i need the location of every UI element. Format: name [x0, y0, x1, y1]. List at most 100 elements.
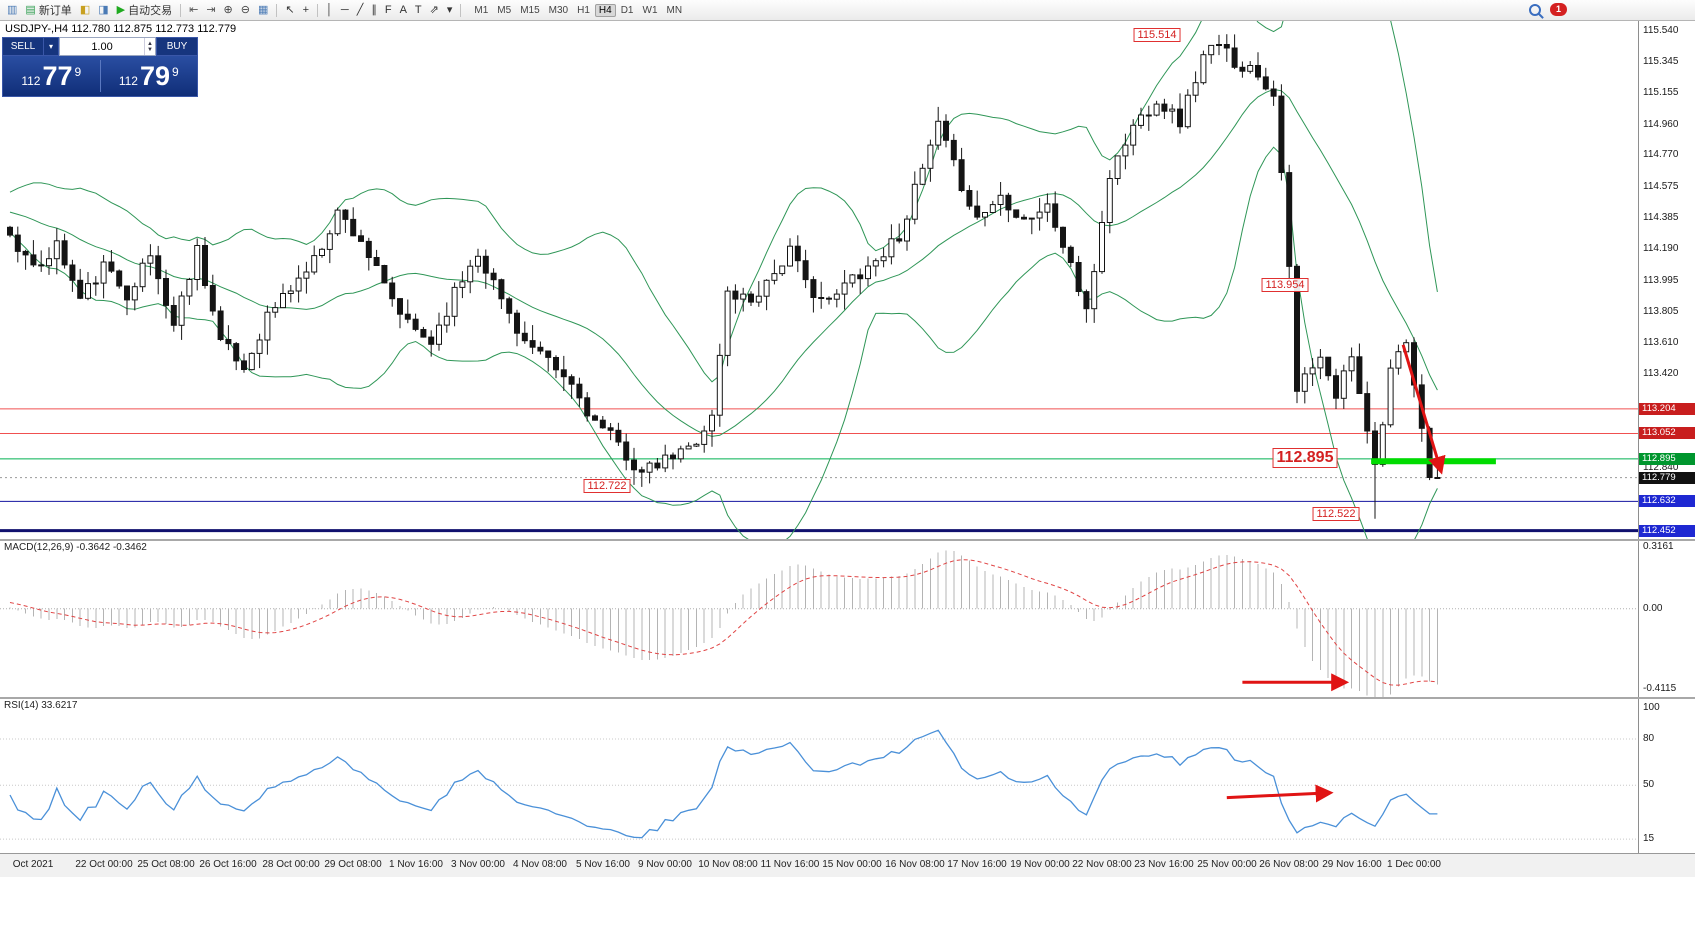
lot-size-field: ▲ ▼ [59, 37, 156, 56]
price-tick: 112.840 [1643, 462, 1679, 473]
trade-panel-top-row: SELL ▾ ▲ ▼ BUY [2, 37, 198, 56]
text-icon[interactable]: A [397, 4, 410, 17]
timeframe-h4[interactable]: H4 [594, 3, 616, 17]
macd-axis: 0.3161 0.00 -0.4115 [1638, 541, 1695, 697]
price-tag-113.052[interactable]: 113.052 [1639, 427, 1695, 439]
new-order-icon: ▤ [25, 3, 36, 16]
time-label: 5 Nov 16:00 [576, 859, 630, 870]
bar-shift-right-icon: ⇥ [206, 3, 216, 16]
time-label: Oct 2021 [12, 859, 54, 870]
new-chart-icon[interactable]: ▥ [4, 4, 20, 17]
sell-button[interactable]: SELL [2, 37, 44, 56]
macd-canvas [0, 550, 1638, 697]
time-axis[interactable]: Oct 2021 22 Oct 00:00 25 Oct 08:00 26 Oct 1… [0, 853, 1695, 878]
price-tag-113.204[interactable]: 113.204 [1639, 403, 1695, 415]
bollinger-lower-band [9, 146, 1438, 539]
autotrade-button[interactable]: ▶ 自动交易 [114, 1, 175, 19]
search-icon[interactable] [1529, 3, 1541, 16]
chart-profiles-icon[interactable]: ◧ [77, 4, 93, 17]
trendline-icon[interactable]: ╱ [354, 4, 367, 17]
zoom-out-icon: ⊖ [240, 3, 250, 16]
price-tick: 114.385 [1643, 212, 1679, 223]
price-tag-112.632[interactable]: 112.632 [1639, 495, 1695, 507]
timeframe-d1[interactable]: D1 [620, 4, 634, 16]
price-tick: 113.610 [1643, 337, 1679, 348]
rsi-tick: 50 [1643, 779, 1655, 790]
macd-histogram [9, 550, 1438, 697]
cursor-icon[interactable]: ↖ [282, 4, 297, 17]
price-chart-canvas[interactable] [0, 21, 1638, 539]
arrows-dropdown-icon: ▾ [446, 3, 453, 16]
vertical-line-icon[interactable]: │ [323, 4, 336, 17]
fibonacci-icon[interactable]: F [382, 4, 395, 17]
price-tag-112.895[interactable]: 112.895 [1639, 453, 1695, 465]
channel-icon[interactable]: ∥ [368, 4, 380, 17]
timeframe-m5[interactable]: M5 [497, 4, 512, 16]
current-price-tag: 112.779 [1639, 472, 1695, 484]
toolbar-separator [460, 3, 462, 17]
data-window-icon[interactable]: ◨ [95, 4, 111, 17]
sell-price[interactable]: 112 77 9 [21, 61, 82, 91]
label-icon[interactable]: T [412, 4, 425, 17]
price-tick: 115.155 [1643, 87, 1679, 98]
rsi-line [9, 729, 1438, 839]
autotrade-button-label: 自动交易 [128, 5, 173, 17]
arrows-tool-icon[interactable]: ⇗ [427, 4, 442, 17]
time-label: 1 Dec 00:00 [1387, 859, 1441, 870]
timeframe-mn[interactable]: MN [666, 4, 683, 16]
bar-shift-right-icon[interactable]: ⇥ [203, 4, 218, 17]
lot-size-input[interactable] [60, 38, 145, 55]
time-label: 23 Nov 16:00 [1134, 859, 1194, 870]
spin-up-icon[interactable]: ▲ [147, 40, 153, 47]
crosshair-icon: + [302, 3, 310, 16]
crosshair-icon[interactable]: + [300, 4, 312, 17]
trend-arrow-price[interactable] [1401, 344, 1446, 475]
timeframe-h1[interactable]: H1 [577, 4, 590, 16]
price-tick: 114.960 [1643, 119, 1679, 130]
zoom-out-icon[interactable]: ⊖ [238, 4, 253, 17]
toolbar-right-group: 1 [1529, 3, 1567, 16]
rsi-axis: 100 80 50 15 [1638, 699, 1695, 853]
timeframe-m15[interactable]: M15 [520, 4, 540, 16]
price-tick: 115.540 [1643, 25, 1679, 36]
chart-title-ohlc: USDJPY-,H4 112.780 112.875 112.773 112.7… [5, 23, 237, 35]
rsi-tick: 15 [1643, 833, 1655, 844]
notification-badge[interactable]: 1 [1550, 3, 1567, 16]
timeframe-m30[interactable]: M30 [548, 4, 569, 16]
zoom-in-icon[interactable]: ⊕ [221, 4, 236, 17]
time-label: 25 Nov 00:00 [1197, 859, 1257, 870]
tile-windows-icon: ▦ [257, 3, 269, 16]
lot-spinner[interactable]: ▲ ▼ [144, 38, 155, 55]
timeframe-m1[interactable]: M1 [474, 4, 489, 16]
rsi-panel[interactable]: RSI(14) 33.6217 100 80 50 15 [0, 697, 1695, 853]
new-order-button-label: 新订单 [38, 5, 72, 17]
bar-shift-left-icon[interactable]: ⇤ [186, 4, 201, 17]
time-label: 17 Nov 16:00 [947, 859, 1007, 870]
arrows-dropdown-icon[interactable]: ▾ [444, 4, 456, 17]
status-bar-area [0, 877, 1695, 942]
buy-button[interactable]: BUY [156, 37, 198, 56]
price-tick: 113.805 [1643, 306, 1679, 317]
price-chart-panel[interactable]: USDJPY-,H4 112.780 112.875 112.773 112.7… [0, 21, 1695, 539]
price-tag-112.452[interactable]: 112.452 [1639, 525, 1695, 537]
buy-price[interactable]: 112 79 9 [118, 61, 179, 91]
horizontal-line-icon[interactable]: ─ [338, 4, 352, 17]
time-label: 22 Nov 08:00 [1072, 859, 1132, 870]
macd-tick: 0.00 [1643, 603, 1663, 614]
tile-windows-icon[interactable]: ▦ [255, 4, 271, 17]
price-tick: 114.575 [1643, 181, 1679, 192]
toolbar-separator [180, 3, 182, 17]
candlesticks [7, 34, 1441, 519]
macd-tick: -0.4115 [1643, 683, 1677, 694]
order-type-dropdown-icon[interactable]: ▾ [44, 37, 59, 56]
zoom-in-icon: ⊕ [223, 3, 233, 16]
new-order-button[interactable]: ▤ 新订单 [22, 1, 74, 19]
price-tick: 113.995 [1643, 275, 1679, 286]
spin-down-icon[interactable]: ▼ [147, 46, 153, 53]
trend-arrow-rsi[interactable] [1226, 784, 1334, 803]
timeframe-w1[interactable]: W1 [642, 4, 658, 16]
price-axis[interactable]: 115.540 115.345 115.155 114.960 114.770 114.5… [1638, 21, 1695, 539]
text-icon: A [399, 3, 407, 16]
time-label: 29 Nov 16:00 [1322, 859, 1382, 870]
macd-panel[interactable]: MACD(12,26,9) -0.3642 -0.3462 0.3161 0.00… [0, 539, 1695, 697]
